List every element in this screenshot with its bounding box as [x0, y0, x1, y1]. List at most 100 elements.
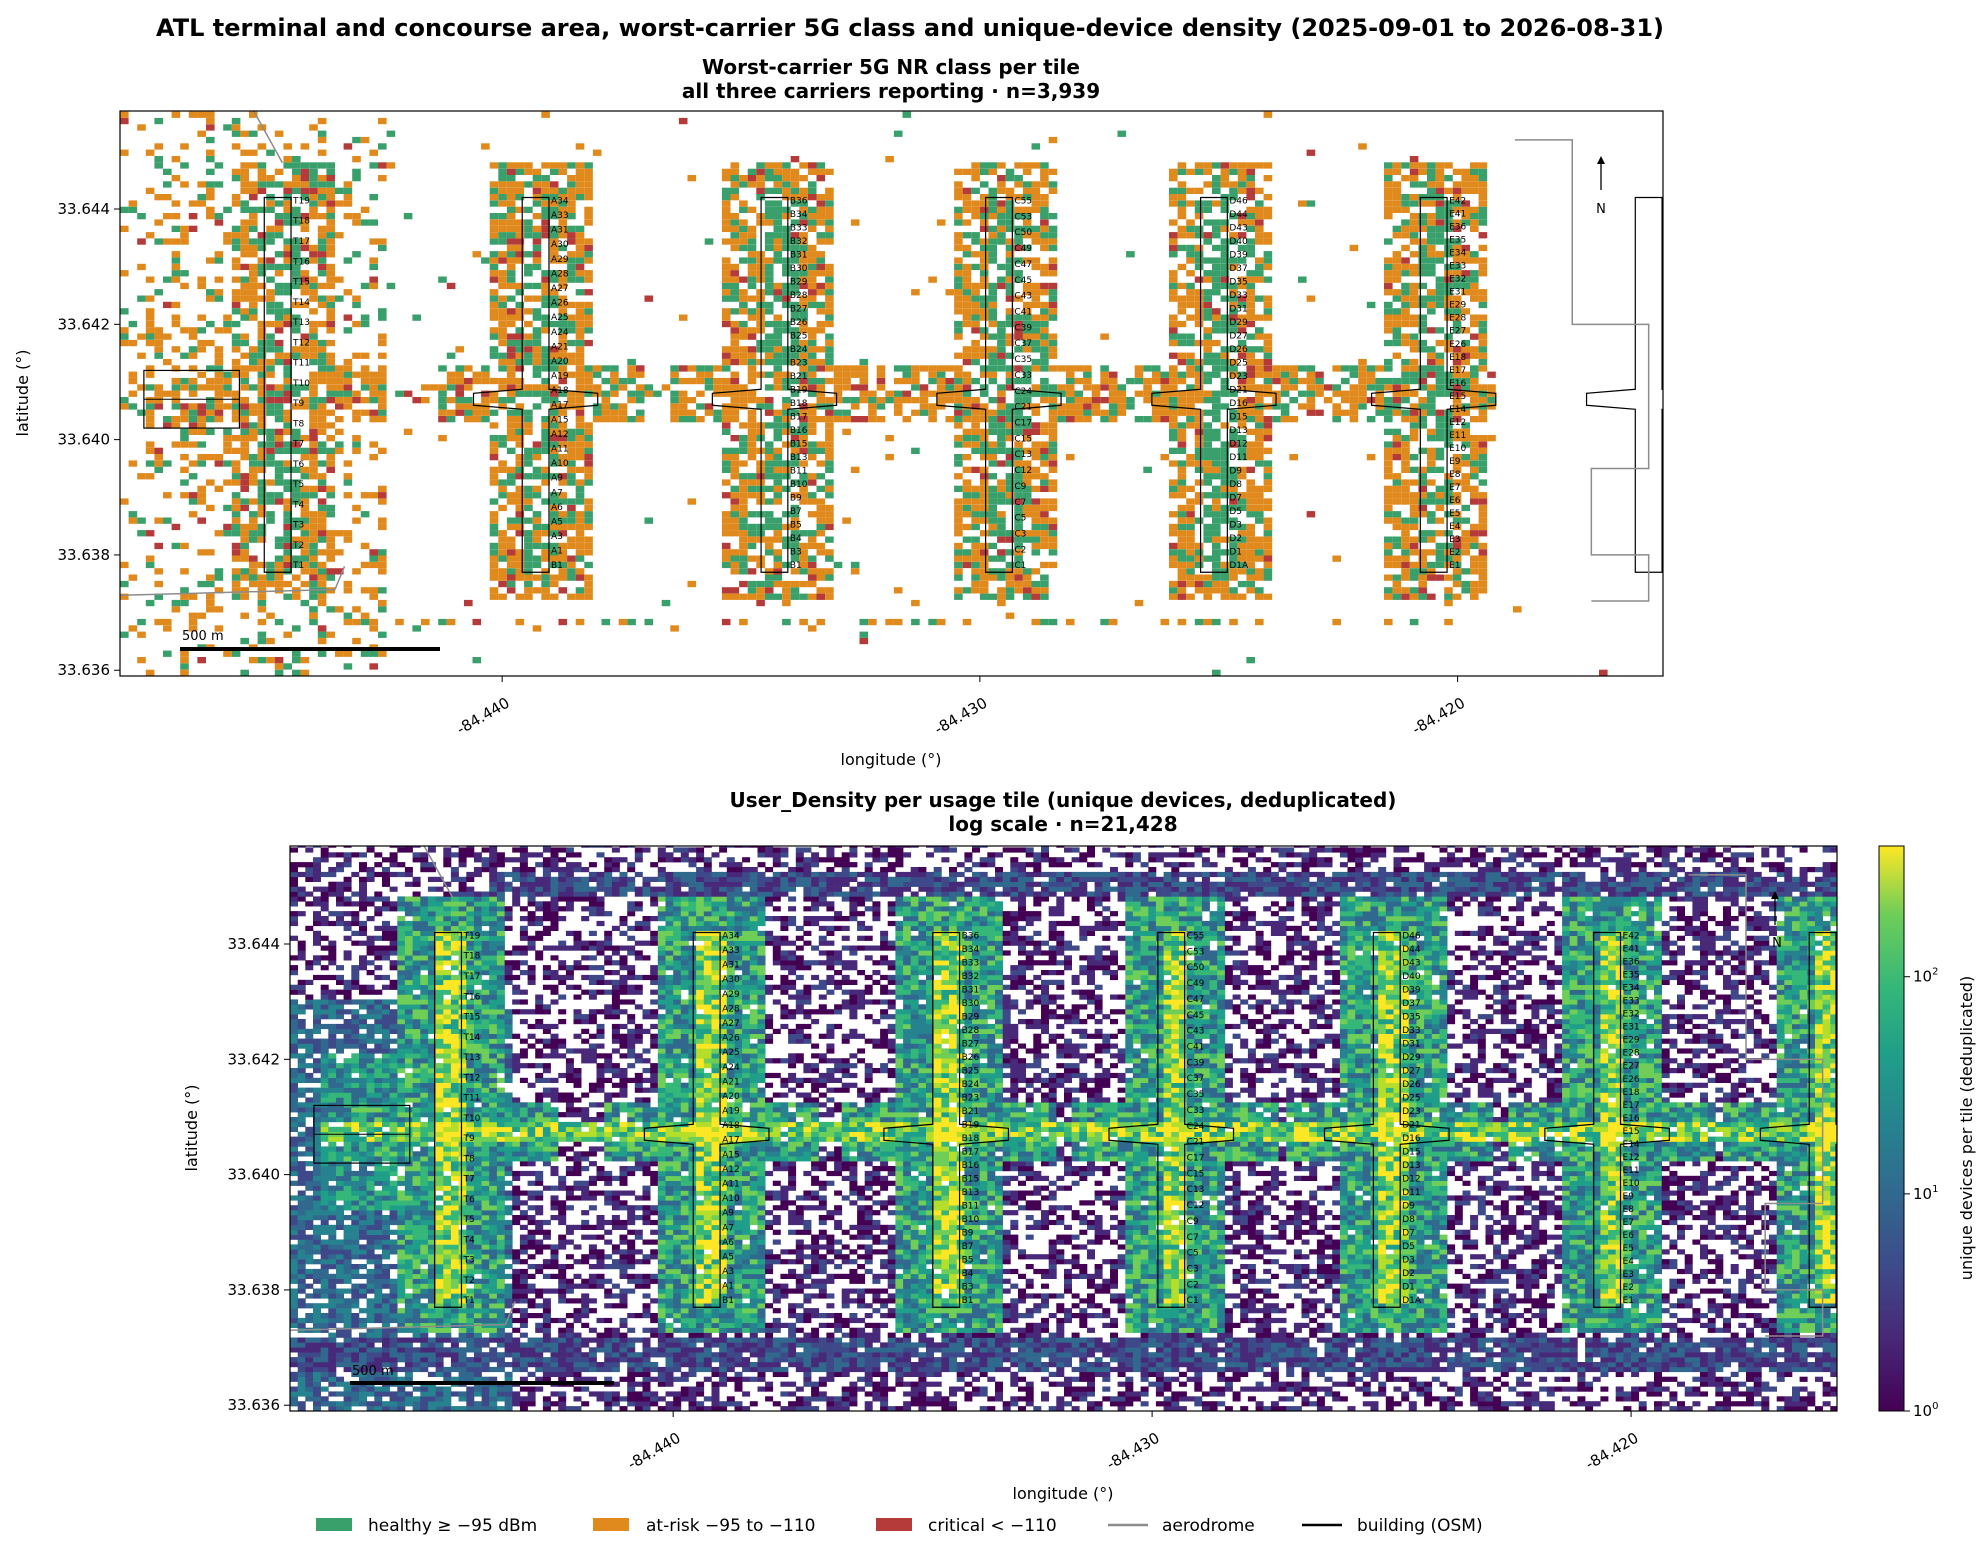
tile: [274, 270, 284, 277]
tile: [661, 599, 671, 607]
tile: [1065, 377, 1075, 385]
tile: [971, 517, 980, 524]
tile: [997, 358, 1006, 366]
tile: [154, 219, 163, 226]
tile: [558, 346, 568, 353]
tile: [885, 618, 894, 626]
tile: [154, 327, 163, 334]
tile: [180, 409, 189, 416]
tile: [790, 251, 800, 258]
tile: [1306, 511, 1316, 518]
tile: [489, 523, 499, 531]
tile: [1263, 238, 1273, 245]
tile: [326, 447, 335, 454]
tile: [378, 492, 387, 499]
tile: [154, 447, 163, 454]
tile: [524, 498, 533, 505]
tile: [739, 289, 748, 296]
tile: [1435, 175, 1445, 182]
tile: [1040, 263, 1049, 271]
tile: [971, 409, 980, 416]
tile: [1237, 447, 1247, 454]
tile: [515, 460, 525, 467]
tile: [644, 517, 654, 524]
tile: [1108, 384, 1118, 391]
tile: [1048, 282, 1058, 290]
tile: [240, 200, 249, 207]
tile: [1169, 593, 1178, 600]
tile: [971, 352, 980, 359]
tile: [1263, 213, 1273, 220]
tile: [799, 232, 808, 239]
tile: [145, 327, 155, 334]
tile: [489, 301, 499, 309]
tile: [739, 403, 748, 410]
tile: [842, 365, 851, 372]
tile: [1220, 200, 1230, 207]
tile: [1461, 485, 1470, 492]
tile: [739, 181, 748, 188]
tile: [739, 308, 748, 315]
tile: [1005, 403, 1015, 410]
tile: [171, 599, 181, 607]
tile: [231, 358, 241, 366]
tile: [1409, 416, 1419, 423]
tile: [997, 181, 1006, 188]
tile: [541, 587, 550, 594]
tile: [1237, 377, 1247, 385]
tile: [1401, 358, 1410, 366]
tile: [1444, 561, 1453, 569]
tile: [1237, 187, 1247, 194]
tile: [1237, 301, 1247, 309]
tile: [532, 530, 542, 537]
tile: [756, 168, 765, 175]
tile: [1194, 390, 1204, 397]
tile: [283, 162, 292, 169]
tile: [541, 327, 550, 334]
tile: [1220, 479, 1230, 486]
tile: [1246, 485, 1255, 492]
tile: [825, 479, 834, 486]
tile: [962, 377, 972, 385]
tile: [1478, 555, 1488, 562]
tile: [1040, 232, 1049, 239]
tile: [592, 384, 602, 391]
tile: [1014, 225, 1023, 232]
tile: [223, 479, 232, 486]
tile: [954, 295, 963, 302]
tile: [1263, 555, 1273, 562]
tile: [807, 555, 817, 562]
tile: [584, 238, 593, 245]
tile: [1470, 289, 1479, 296]
tile: [378, 352, 387, 359]
tile: [515, 358, 525, 366]
gate-label: E42: [1449, 196, 1466, 206]
tile: [773, 574, 783, 581]
tile: [825, 504, 834, 512]
tile: [1470, 270, 1479, 277]
tile: [1246, 301, 1255, 309]
tile: [163, 625, 172, 632]
tile: [1151, 416, 1161, 423]
tile: [180, 225, 189, 232]
tile: [257, 587, 267, 594]
tile: [154, 403, 163, 410]
tile: [1014, 403, 1023, 410]
tile: [1478, 466, 1488, 473]
tile: [300, 669, 310, 676]
tile: [343, 377, 353, 385]
tile: [756, 187, 765, 194]
tile: [1444, 479, 1453, 486]
tile: [1435, 492, 1445, 499]
gate-label: A27: [551, 284, 569, 294]
tile: [773, 232, 783, 239]
tile: [1409, 422, 1419, 429]
tile: [1427, 454, 1436, 461]
tile: [739, 175, 748, 182]
tile: [971, 175, 980, 182]
tile: [498, 327, 507, 334]
tile: [782, 295, 791, 302]
tile: [1177, 517, 1187, 524]
tile: [317, 650, 327, 657]
tile: [231, 308, 241, 315]
